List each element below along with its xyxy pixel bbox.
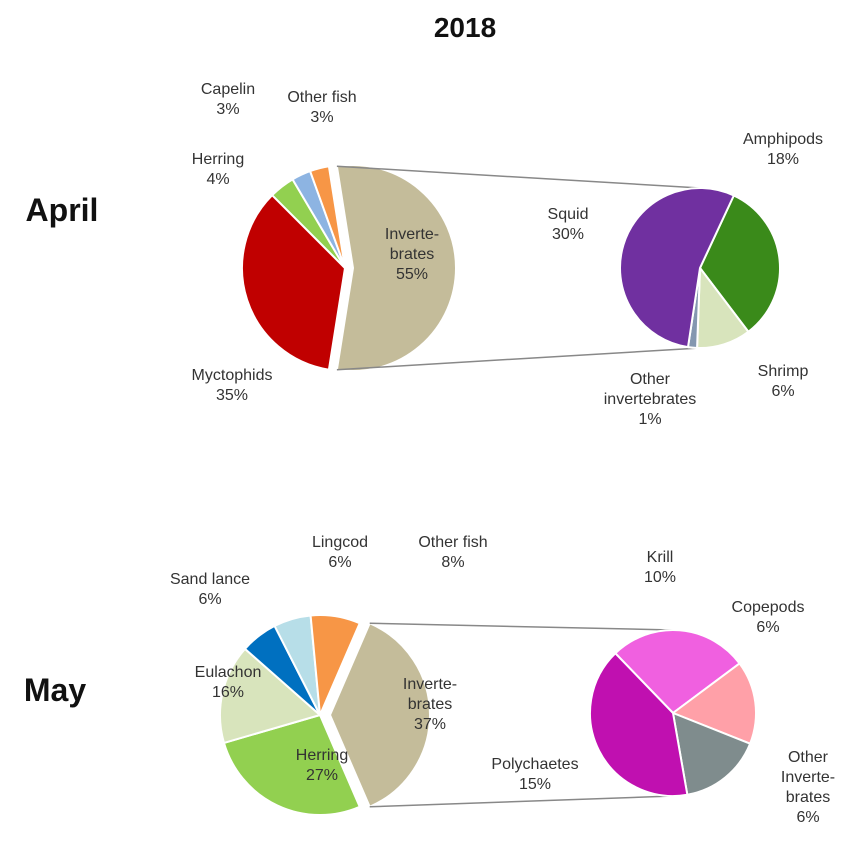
connector-line bbox=[369, 795, 674, 808]
value-label: 27% bbox=[305, 767, 339, 784]
category-label: Myctophids bbox=[191, 367, 273, 384]
data-label: Other fish 8% bbox=[418, 533, 487, 573]
category-label: Capelin bbox=[200, 81, 256, 98]
data-label: Squid 30% bbox=[548, 205, 589, 245]
value-label: 30% bbox=[551, 226, 585, 243]
category-label: Other fish bbox=[418, 534, 488, 551]
category-label: Sand lance bbox=[169, 571, 251, 588]
pie-slice bbox=[219, 647, 323, 745]
value-label: 16% bbox=[211, 684, 245, 701]
value-label: 55% bbox=[395, 266, 429, 283]
row-title: April bbox=[25, 192, 99, 228]
connector-line bbox=[336, 165, 701, 189]
data-label: Copepods 6% bbox=[732, 598, 805, 638]
category-label: Shrimp bbox=[757, 363, 809, 380]
data-label: Herring 27% bbox=[296, 746, 348, 786]
category-label: Squid bbox=[547, 206, 589, 223]
category-label: Other fish bbox=[287, 89, 357, 106]
pie-slice bbox=[309, 614, 362, 716]
category-label: Herring bbox=[191, 151, 245, 168]
data-label: Other Inverte- brates 6% bbox=[781, 748, 835, 828]
data-label: Myctophids 35% bbox=[192, 366, 273, 406]
value-label: 6% bbox=[756, 619, 780, 636]
pie-slice bbox=[241, 193, 347, 371]
value-label: 3% bbox=[216, 101, 240, 118]
category-label: Amphipods bbox=[742, 131, 824, 148]
value-label: 6% bbox=[328, 554, 352, 571]
sub-pie-slice bbox=[619, 187, 736, 349]
category-label: Copepods bbox=[731, 599, 805, 616]
value-label: 6% bbox=[198, 591, 222, 608]
data-label: Herring 4% bbox=[192, 150, 244, 190]
pie-slice bbox=[328, 621, 431, 809]
chart-title: 2018 bbox=[433, 12, 497, 43]
value-label: 4% bbox=[206, 171, 230, 188]
category-label: Inverte- brates bbox=[384, 226, 440, 263]
category-label: Polychaetes bbox=[491, 756, 579, 773]
value-label: 3% bbox=[310, 109, 334, 126]
value-label: 37% bbox=[413, 716, 447, 733]
category-label: Other Inverte- brates bbox=[780, 749, 836, 806]
category-label: Lingcod bbox=[311, 534, 369, 551]
category-label: Krill bbox=[646, 549, 674, 566]
category-label: Other invertebrates bbox=[603, 371, 697, 408]
category-label: Inverte- brates bbox=[402, 676, 458, 713]
pie-slice bbox=[308, 165, 346, 269]
value-label: 8% bbox=[441, 554, 465, 571]
data-label: Inverte- brates 55% bbox=[385, 225, 439, 285]
value-label: 15% bbox=[518, 776, 552, 793]
data-label: Shrimp 6% bbox=[758, 362, 809, 402]
value-label: 35% bbox=[215, 387, 249, 404]
data-label: Krill 10% bbox=[644, 548, 676, 588]
data-label: Sand lance 6% bbox=[170, 570, 250, 610]
pie-slice bbox=[222, 713, 362, 816]
value-label: 10% bbox=[643, 569, 677, 586]
category-label: Eulachon bbox=[194, 664, 262, 681]
value-label: 6% bbox=[796, 809, 820, 826]
data-label: Amphipods 18% bbox=[743, 130, 823, 170]
data-label: Inverte- brates 37% bbox=[403, 675, 457, 735]
sub-pie-slice bbox=[698, 194, 781, 334]
data-label: Capelin 3% bbox=[201, 80, 255, 120]
connector-line bbox=[336, 347, 701, 371]
category-label: Herring bbox=[295, 747, 349, 764]
sub-pie-slice bbox=[589, 651, 689, 797]
connector-line bbox=[369, 622, 674, 631]
sub-pie-slice bbox=[613, 629, 741, 715]
data-label: Other invertebrates 1% bbox=[604, 370, 697, 430]
value-label: 6% bbox=[771, 383, 795, 400]
value-label: 1% bbox=[638, 411, 662, 428]
data-label: Lingcod 6% bbox=[312, 533, 368, 573]
sub-pie-slice bbox=[671, 711, 752, 796]
data-label: Polychaetes 15% bbox=[491, 755, 578, 795]
data-label: Other fish 3% bbox=[287, 88, 356, 128]
data-label: Eulachon 16% bbox=[195, 663, 262, 703]
value-label: 18% bbox=[766, 151, 800, 168]
pie-slice bbox=[335, 164, 457, 372]
row-title: May bbox=[23, 672, 87, 708]
sub-pie-slice bbox=[670, 661, 757, 745]
